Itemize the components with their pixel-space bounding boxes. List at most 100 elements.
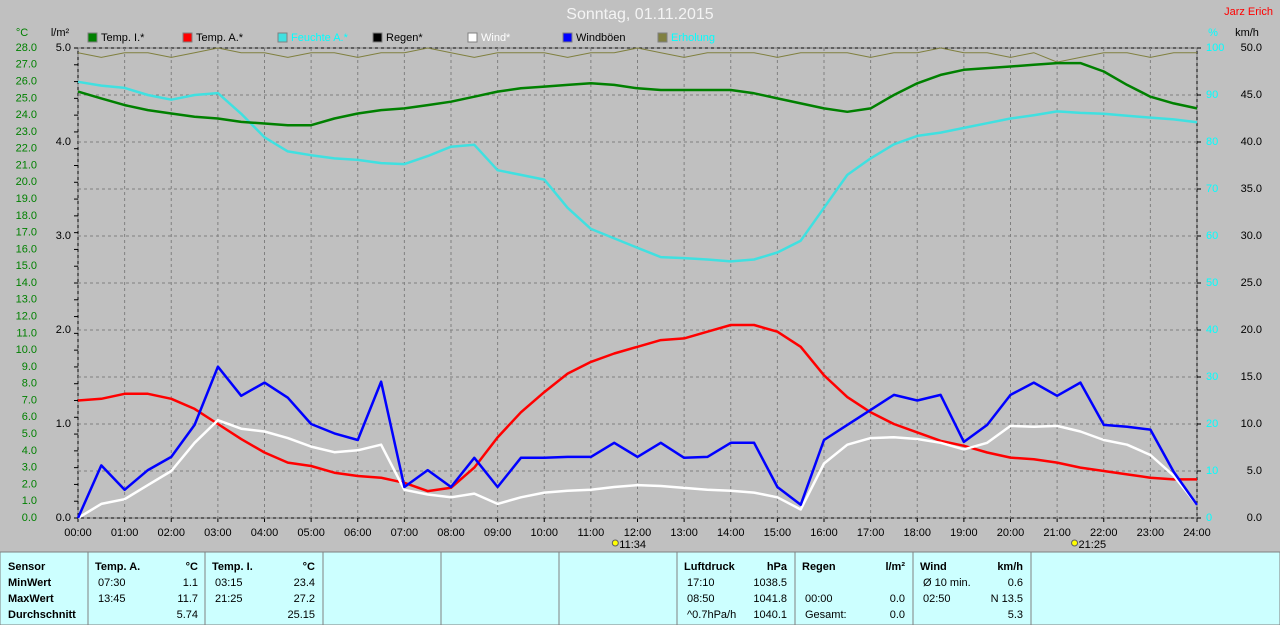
cell-label: 08:50 (687, 593, 715, 605)
y2-tick-label: 40 (1206, 324, 1218, 336)
legend-swatch (562, 32, 573, 43)
annotation-label: 11:34 (619, 539, 646, 551)
y-tick-label: 12.0 (16, 310, 37, 322)
annotation-label: 21:25 (1079, 539, 1107, 551)
legend-swatch (657, 32, 668, 43)
y-tick-label: 1.0 (22, 495, 37, 507)
y4-tick-label: 3.0 (56, 230, 71, 242)
cell-label: 00:00 (805, 593, 833, 605)
y2-tick-label: 30 (1206, 371, 1218, 383)
y-tick-label: 8.0 (22, 378, 37, 390)
y-tick-label: 19.0 (16, 193, 37, 205)
cell-value: 25.15 (287, 609, 315, 621)
y2-tick-label: 80 (1206, 136, 1218, 148)
y3-tick-label: 0.0 (1247, 512, 1262, 524)
x-tick-label: 23:00 (1137, 527, 1165, 539)
y-tick-label: 4.0 (22, 445, 37, 457)
series-line (77, 61, 1198, 127)
section-unit: l/m² (885, 561, 905, 573)
cell-value: 1040.1 (753, 609, 787, 621)
section-unit: km/h (997, 561, 1023, 573)
y-tick-label: 26.0 (16, 75, 37, 87)
series-line (77, 47, 1197, 63)
cell-label: 17:10 (687, 577, 715, 589)
section-title: Temp. I. (212, 561, 253, 573)
section-title: Wind (920, 561, 947, 573)
y2-tick-label: 10 (1206, 465, 1218, 477)
legend-swatch (467, 32, 478, 43)
y-tick-label: 25.0 (16, 92, 37, 104)
y-tick-label: 16.0 (16, 243, 37, 255)
y-tick-label: 17.0 (16, 227, 37, 239)
x-tick-label: 11:00 (578, 527, 605, 539)
x-tick-label: 10:00 (530, 527, 558, 539)
x-tick-label: 05:00 (297, 527, 325, 539)
cell-label: 03:15 (215, 577, 243, 589)
cell-label: 02:50 (923, 593, 951, 605)
y-tick-label: 24.0 (16, 109, 37, 121)
cell-value: 11.7 (177, 593, 198, 605)
legend-label: Feuchte A.* (291, 32, 349, 44)
y-tick-label: 18.0 (16, 210, 37, 222)
y-tick-label: 27.0 (16, 59, 37, 71)
y3-tick-label: 15.0 (1241, 371, 1262, 383)
x-tick-label: 14:00 (717, 527, 745, 539)
legend-label: Erholung (671, 32, 715, 44)
cell-label: 21:25 (215, 593, 243, 605)
legend-label: Regen* (386, 32, 423, 44)
y-tick-label: 15.0 (16, 260, 37, 272)
x-tick-label: 24:00 (1183, 527, 1211, 539)
author: Jarz Erich (1224, 6, 1273, 18)
x-tick-label: 16:00 (810, 527, 838, 539)
cell-value: 27.2 (294, 593, 315, 605)
section-unit: °C (303, 561, 315, 573)
y4-tick-label: 1.0 (56, 418, 71, 430)
x-tick-label: 08:00 (437, 527, 465, 539)
x-tick-label: 20:00 (997, 527, 1025, 539)
y-tick-label: 11.0 (16, 327, 37, 339)
x-tick-label: 03:00 (204, 527, 232, 539)
x-tick-label: 04:00 (251, 527, 279, 539)
legend-label: Temp. A.* (196, 32, 244, 44)
y3-tick-label: 20.0 (1241, 324, 1262, 336)
series-line (77, 323, 1197, 493)
y2-tick-label: 20 (1206, 418, 1218, 430)
summary-panel (0, 551, 1280, 625)
y2-tick-label: 70 (1206, 183, 1218, 195)
y-tick-label: 5.0 (22, 428, 37, 440)
chart-title: Sonntag, 01.11.2015 (566, 6, 713, 23)
section-title: Regen (802, 561, 836, 573)
summary-separators (87, 552, 1032, 625)
cell-label: ^0.7hPa/h (687, 609, 736, 621)
cell-value: 5.3 (1008, 609, 1023, 621)
y-axis-title: °C (16, 27, 28, 39)
x-tick-label: 00:00 (64, 527, 92, 539)
y-tick-label: 7.0 (22, 394, 37, 406)
cell-value: N 13.5 (991, 593, 1023, 605)
legend-label: Windböen (576, 32, 626, 44)
x-tick-label: 01:00 (111, 527, 139, 539)
x-tick-label: 09:00 (484, 527, 512, 539)
section-unit: °C (186, 561, 198, 573)
annotation-icon (1071, 539, 1079, 547)
y2-axis-title: % (1208, 27, 1218, 39)
cell-label: Ø 10 min. (923, 577, 971, 589)
y2-tick-label: 50 (1206, 277, 1218, 289)
y-tick-label: 6.0 (22, 411, 37, 423)
x-tick-label: 18:00 (903, 527, 931, 539)
y-tick-label: 10.0 (16, 344, 37, 356)
series-line (77, 80, 1198, 263)
cell-value: 5.74 (177, 609, 198, 621)
row-label: MaxWert (8, 593, 54, 605)
x-tick-label: 06:00 (344, 527, 372, 539)
series-line (76, 365, 1199, 519)
y4-tick-label: 2.0 (56, 324, 71, 336)
y-tick-label: 9.0 (22, 361, 37, 373)
row-label: MinWert (8, 577, 52, 589)
y-tick-label: 23.0 (16, 126, 37, 138)
y2-tick-label: 100 (1206, 42, 1224, 54)
legend-label: Wind* (481, 32, 511, 44)
x-tick-label: 13:00 (670, 527, 698, 539)
y-tick-label: 3.0 (22, 462, 37, 474)
y2-tick-label: 0 (1206, 512, 1212, 524)
